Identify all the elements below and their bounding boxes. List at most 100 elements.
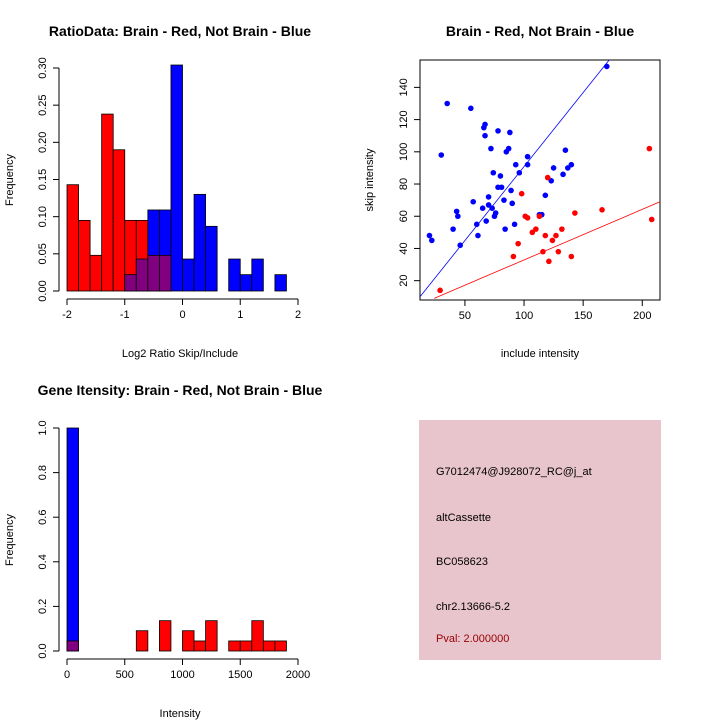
- not-brain-bar: [274, 274, 287, 292]
- not-brain-point: [507, 129, 513, 136]
- brain-bar: [78, 219, 91, 292]
- not-brain-point: [457, 242, 463, 249]
- y-tick-label: 0.4: [37, 554, 49, 569]
- brain-point: [648, 216, 655, 223]
- ratio-histogram-y-axis: 0.00 0.05 0.10 0.15 0.20 0.25 0.30: [37, 57, 60, 302]
- not-brain-point: [564, 165, 571, 171]
- not-brain-point: [524, 153, 531, 160]
- x-tick-label: 0: [179, 309, 185, 321]
- not-brain-bar: [228, 258, 241, 292]
- not-brain-point: [488, 145, 494, 152]
- brain-point: [533, 226, 539, 232]
- brain-bar: [101, 113, 114, 292]
- brain-bar: [228, 640, 241, 652]
- overlap-bar: [135, 258, 149, 292]
- brain-point: [568, 253, 575, 260]
- brain-point: [529, 229, 536, 236]
- not-brain-point: [492, 210, 499, 216]
- brain-bar: [239, 640, 253, 652]
- x-tick-label: 1000: [170, 669, 194, 681]
- not-brain-point: [501, 197, 507, 203]
- intensity-histogram-title: Gene Itensity: Brain - Red, Not Brain - …: [38, 382, 323, 398]
- brain-fit-line: [434, 201, 661, 299]
- brain-point: [599, 206, 605, 213]
- not-brain-point: [485, 202, 492, 208]
- y-tick-label: 0.10: [37, 206, 49, 227]
- not-brain-bar: [251, 258, 264, 292]
- overlap-bar: [158, 254, 172, 292]
- brain-bar: [112, 149, 126, 292]
- not-brain-point: [516, 169, 523, 176]
- brain-bar: [89, 254, 103, 292]
- not-brain-point: [468, 105, 474, 112]
- not-brain-point: [509, 200, 516, 207]
- brain-point: [542, 232, 549, 239]
- scatter-points: [426, 63, 655, 294]
- brain-point: [437, 287, 443, 294]
- x-tick-label: 1: [237, 309, 243, 321]
- brain-point: [555, 248, 562, 255]
- scatter-y-label: skip intensity: [364, 148, 376, 211]
- brain-bar: [158, 620, 172, 652]
- x-tick-label: 100: [515, 310, 533, 322]
- not-brain-point: [512, 161, 519, 168]
- not-brain-point: [475, 232, 481, 239]
- x-tick-label: 2000: [286, 669, 310, 681]
- ratio-histogram-title: RatioData: Brain - Red, Not Brain - Blue: [49, 23, 311, 39]
- ratio-histogram-panel: RatioData: Brain - Red, Not Brain - Blue…: [4, 23, 311, 360]
- brain-bar: [251, 620, 264, 652]
- x-tick-label: 200: [633, 310, 651, 322]
- y-tick-label: 0.00: [37, 280, 49, 301]
- not-brain-bar: [205, 225, 218, 292]
- x-tick-label: 2: [295, 309, 301, 321]
- x-tick-label: -1: [120, 309, 130, 321]
- brain-point: [544, 174, 551, 181]
- accession: BC058623: [436, 556, 488, 568]
- not-brain-bar: [239, 274, 253, 292]
- not-brain-point: [508, 187, 514, 194]
- not-brain-point: [550, 165, 557, 171]
- scatter-plot-frame: [419, 59, 661, 301]
- brain-bar: [135, 630, 149, 652]
- not-brain-point: [485, 194, 492, 200]
- scatter-panel: Brain - Red, Not Brain - Blue 50 100 150 20…: [364, 23, 661, 360]
- not-brain-point: [473, 221, 480, 228]
- ratio-histogram-bars: [66, 64, 287, 292]
- y-tick-label: 0.05: [37, 243, 49, 264]
- not-brain-point: [542, 192, 549, 199]
- overlap-bar: [66, 640, 79, 652]
- brain-point: [536, 213, 543, 220]
- ratio-histogram-x-axis: -2 -1 0 1 2: [62, 298, 301, 321]
- not-brain-point: [482, 121, 488, 128]
- y-tick-label: 20: [398, 275, 410, 287]
- y-tick-label: 0.6: [37, 510, 49, 525]
- y-tick-label: 0.25: [37, 94, 49, 115]
- scatter-fit-lines: [419, 59, 661, 299]
- not-brain-point: [482, 132, 488, 139]
- brain-point: [518, 190, 525, 197]
- not-brain-point: [495, 128, 501, 134]
- y-tick-label: 60: [398, 210, 410, 222]
- not-brain-point: [548, 178, 555, 184]
- brain-bar: [193, 640, 207, 652]
- x-tick-label: 50: [459, 310, 471, 322]
- not-brain-bar: [66, 427, 79, 652]
- pval-text: Pval: 2.000000: [436, 633, 509, 645]
- y-tick-label: 0.0: [37, 643, 49, 658]
- not-brain-point: [497, 173, 504, 179]
- not-brain-point: [562, 147, 569, 154]
- not-brain-point: [498, 184, 505, 191]
- overlap-bar: [147, 254, 160, 292]
- y-tick-label: 100: [398, 143, 410, 161]
- probe-id: G7012474@J928072_RC@j_at: [436, 466, 592, 478]
- intensity-histogram-y-axis: 0.0 0.2 0.4 0.6 0.8 1.0: [37, 420, 60, 659]
- not-brain-point: [603, 63, 610, 70]
- brain-bar: [182, 630, 195, 652]
- not-brain-point: [490, 169, 497, 176]
- brain-bar: [205, 620, 218, 652]
- brain-point: [646, 145, 653, 152]
- y-tick-label: 0.20: [37, 132, 49, 153]
- scatter-title: Brain - Red, Not Brain - Blue: [446, 23, 634, 39]
- not-brain-point: [560, 171, 566, 178]
- not-brain-point: [429, 237, 435, 244]
